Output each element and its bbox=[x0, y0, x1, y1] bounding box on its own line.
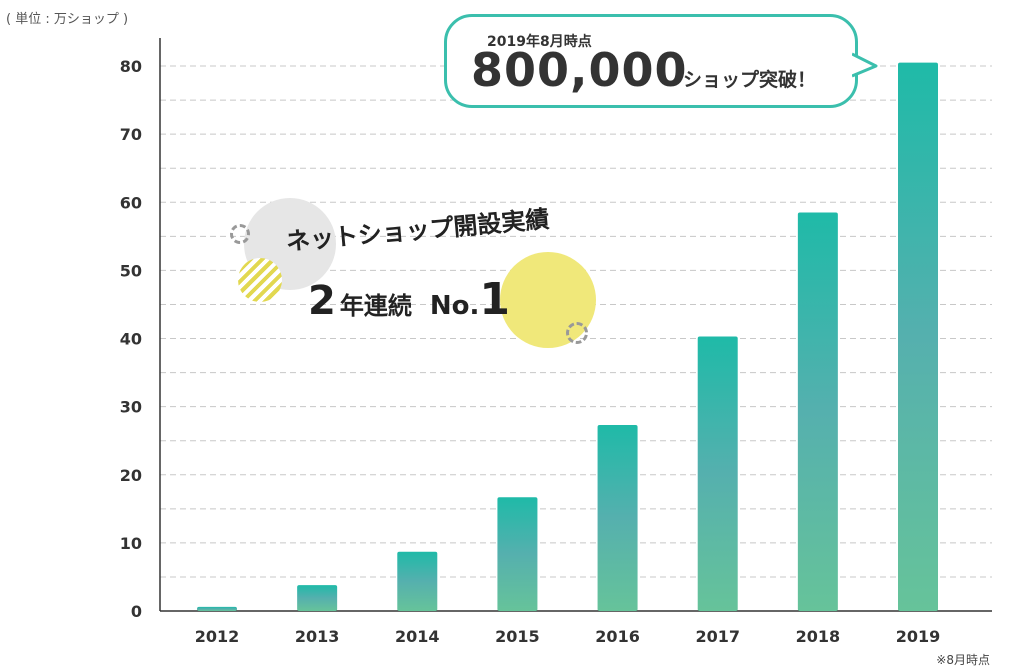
bar-2016 bbox=[597, 425, 638, 611]
y-tick-label: 0 bbox=[131, 602, 142, 621]
callout-tail bbox=[852, 52, 878, 78]
bar-2014 bbox=[397, 551, 438, 611]
badge-years-text: 年連続 bbox=[339, 292, 412, 320]
callout-date: 2019年8月時点 bbox=[487, 34, 592, 50]
y-tick-labels: 0 10 20 30 40 50 60 70 80 bbox=[120, 57, 142, 621]
badge-ranking: 2 年連続 No.1 bbox=[308, 274, 510, 325]
y-tick-label: 20 bbox=[120, 466, 142, 485]
y-tick-label: 40 bbox=[120, 330, 142, 349]
y-axis-unit-label: ( 単位 : 万ショップ ) bbox=[6, 12, 129, 27]
footnote: ※8月時点 bbox=[936, 653, 990, 667]
bar-2015 bbox=[497, 497, 538, 611]
y-tick-label: 80 bbox=[120, 57, 142, 76]
x-tick-labels: 2012 2013 2014 2015 2016 2017 2018 2019 bbox=[195, 627, 941, 646]
axes bbox=[159, 38, 992, 612]
dashed-circle-decoration bbox=[230, 224, 250, 244]
x-tick-label: 2019 bbox=[896, 627, 941, 646]
striped-circle-decoration bbox=[238, 258, 282, 302]
x-tick-label: 2018 bbox=[796, 627, 841, 646]
x-tick-label: 2017 bbox=[695, 627, 740, 646]
x-tick-label: 2014 bbox=[395, 627, 440, 646]
callout-number: 800,000 bbox=[471, 43, 688, 97]
badge-rank: 1 bbox=[479, 274, 510, 325]
x-tick-label: 2016 bbox=[595, 627, 640, 646]
y-tick-label: 60 bbox=[120, 193, 142, 212]
bar-2019 bbox=[898, 62, 938, 611]
y-tick-label: 70 bbox=[120, 125, 142, 144]
dashed-circle-decoration bbox=[566, 322, 588, 344]
badge-year-count: 2 bbox=[308, 278, 336, 324]
bar-2012 bbox=[197, 606, 237, 611]
bar-2017 bbox=[697, 336, 738, 611]
y-tick-label: 30 bbox=[120, 398, 142, 417]
bar-2013 bbox=[297, 585, 338, 611]
y-tick-label: 50 bbox=[120, 261, 142, 280]
x-tick-label: 2015 bbox=[495, 627, 540, 646]
callout-suffix: ショップ突破！ bbox=[683, 69, 817, 91]
callout-bubble: 2019年8月時点 800,000 ショップ突破！ bbox=[444, 14, 858, 108]
x-tick-label: 2013 bbox=[295, 627, 340, 646]
bars bbox=[197, 62, 938, 611]
badge-no-text: No. bbox=[429, 291, 480, 321]
bar-2018 bbox=[797, 212, 838, 611]
y-tick-label: 10 bbox=[120, 534, 142, 553]
x-tick-label: 2012 bbox=[195, 627, 240, 646]
